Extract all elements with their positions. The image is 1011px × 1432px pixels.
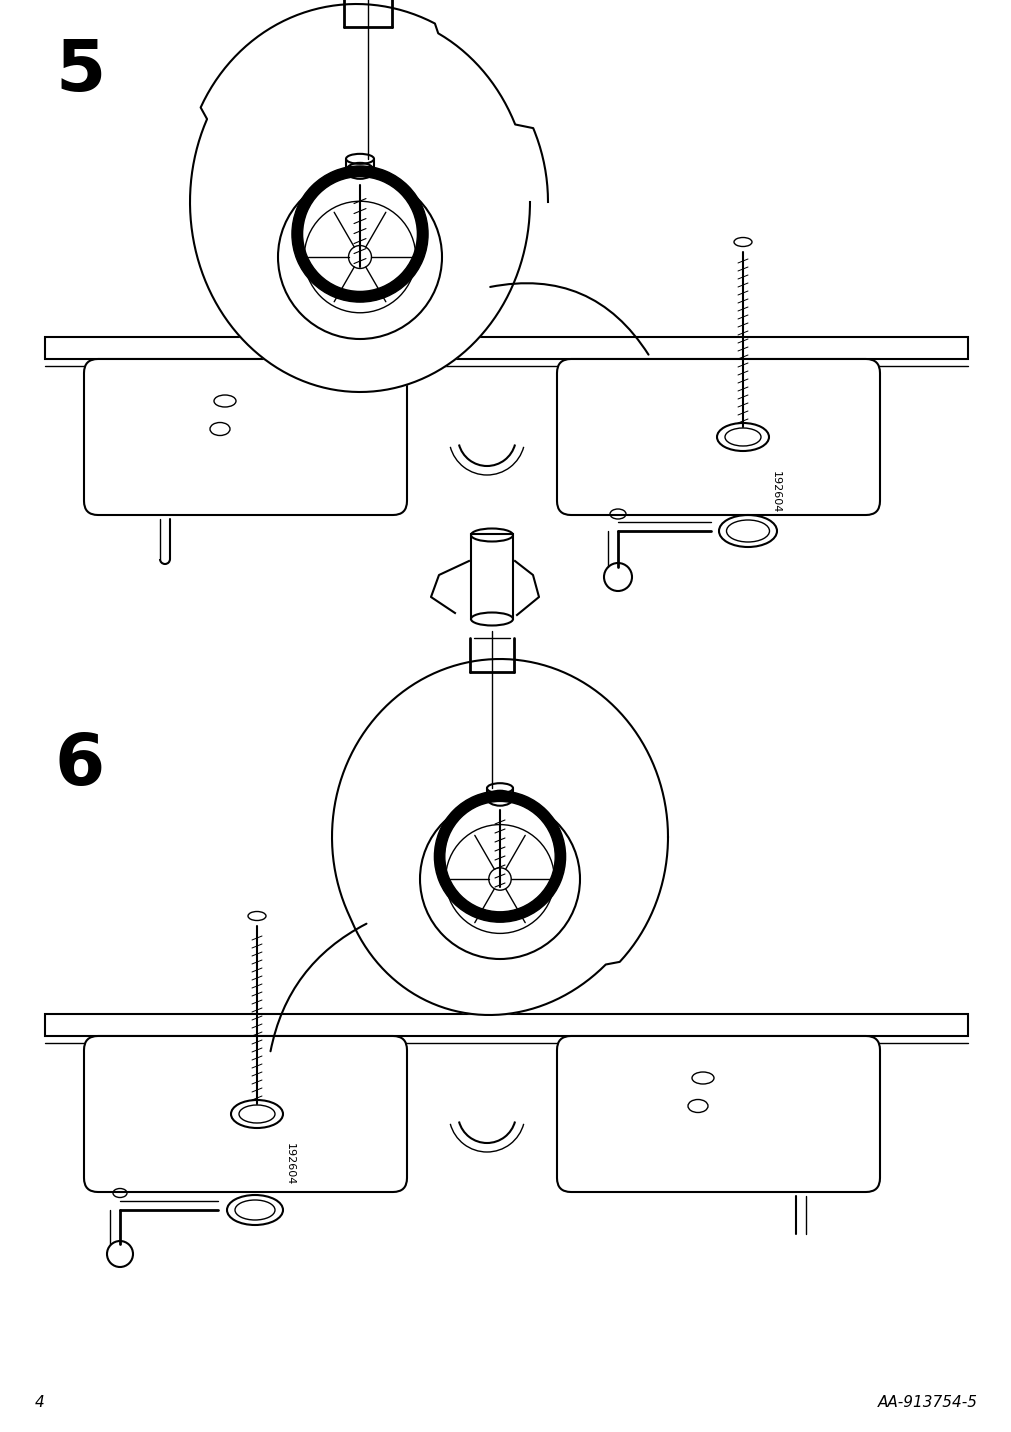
Wedge shape [434,790,565,922]
Wedge shape [291,166,428,302]
Text: 6: 6 [55,730,105,800]
Text: 192604: 192604 [285,1143,295,1186]
FancyBboxPatch shape [556,359,880,516]
Text: AA-913754-5: AA-913754-5 [878,1395,977,1411]
Polygon shape [332,659,667,1015]
Text: 4: 4 [35,1395,44,1411]
FancyBboxPatch shape [556,1035,880,1191]
Text: 192604: 192604 [770,471,780,513]
Text: 5: 5 [55,37,105,106]
FancyBboxPatch shape [84,359,406,516]
Ellipse shape [470,613,513,626]
Bar [470,534,513,619]
Bar [44,1014,968,1035]
Bar [44,337,968,359]
FancyBboxPatch shape [84,1035,406,1191]
Polygon shape [190,4,548,392]
